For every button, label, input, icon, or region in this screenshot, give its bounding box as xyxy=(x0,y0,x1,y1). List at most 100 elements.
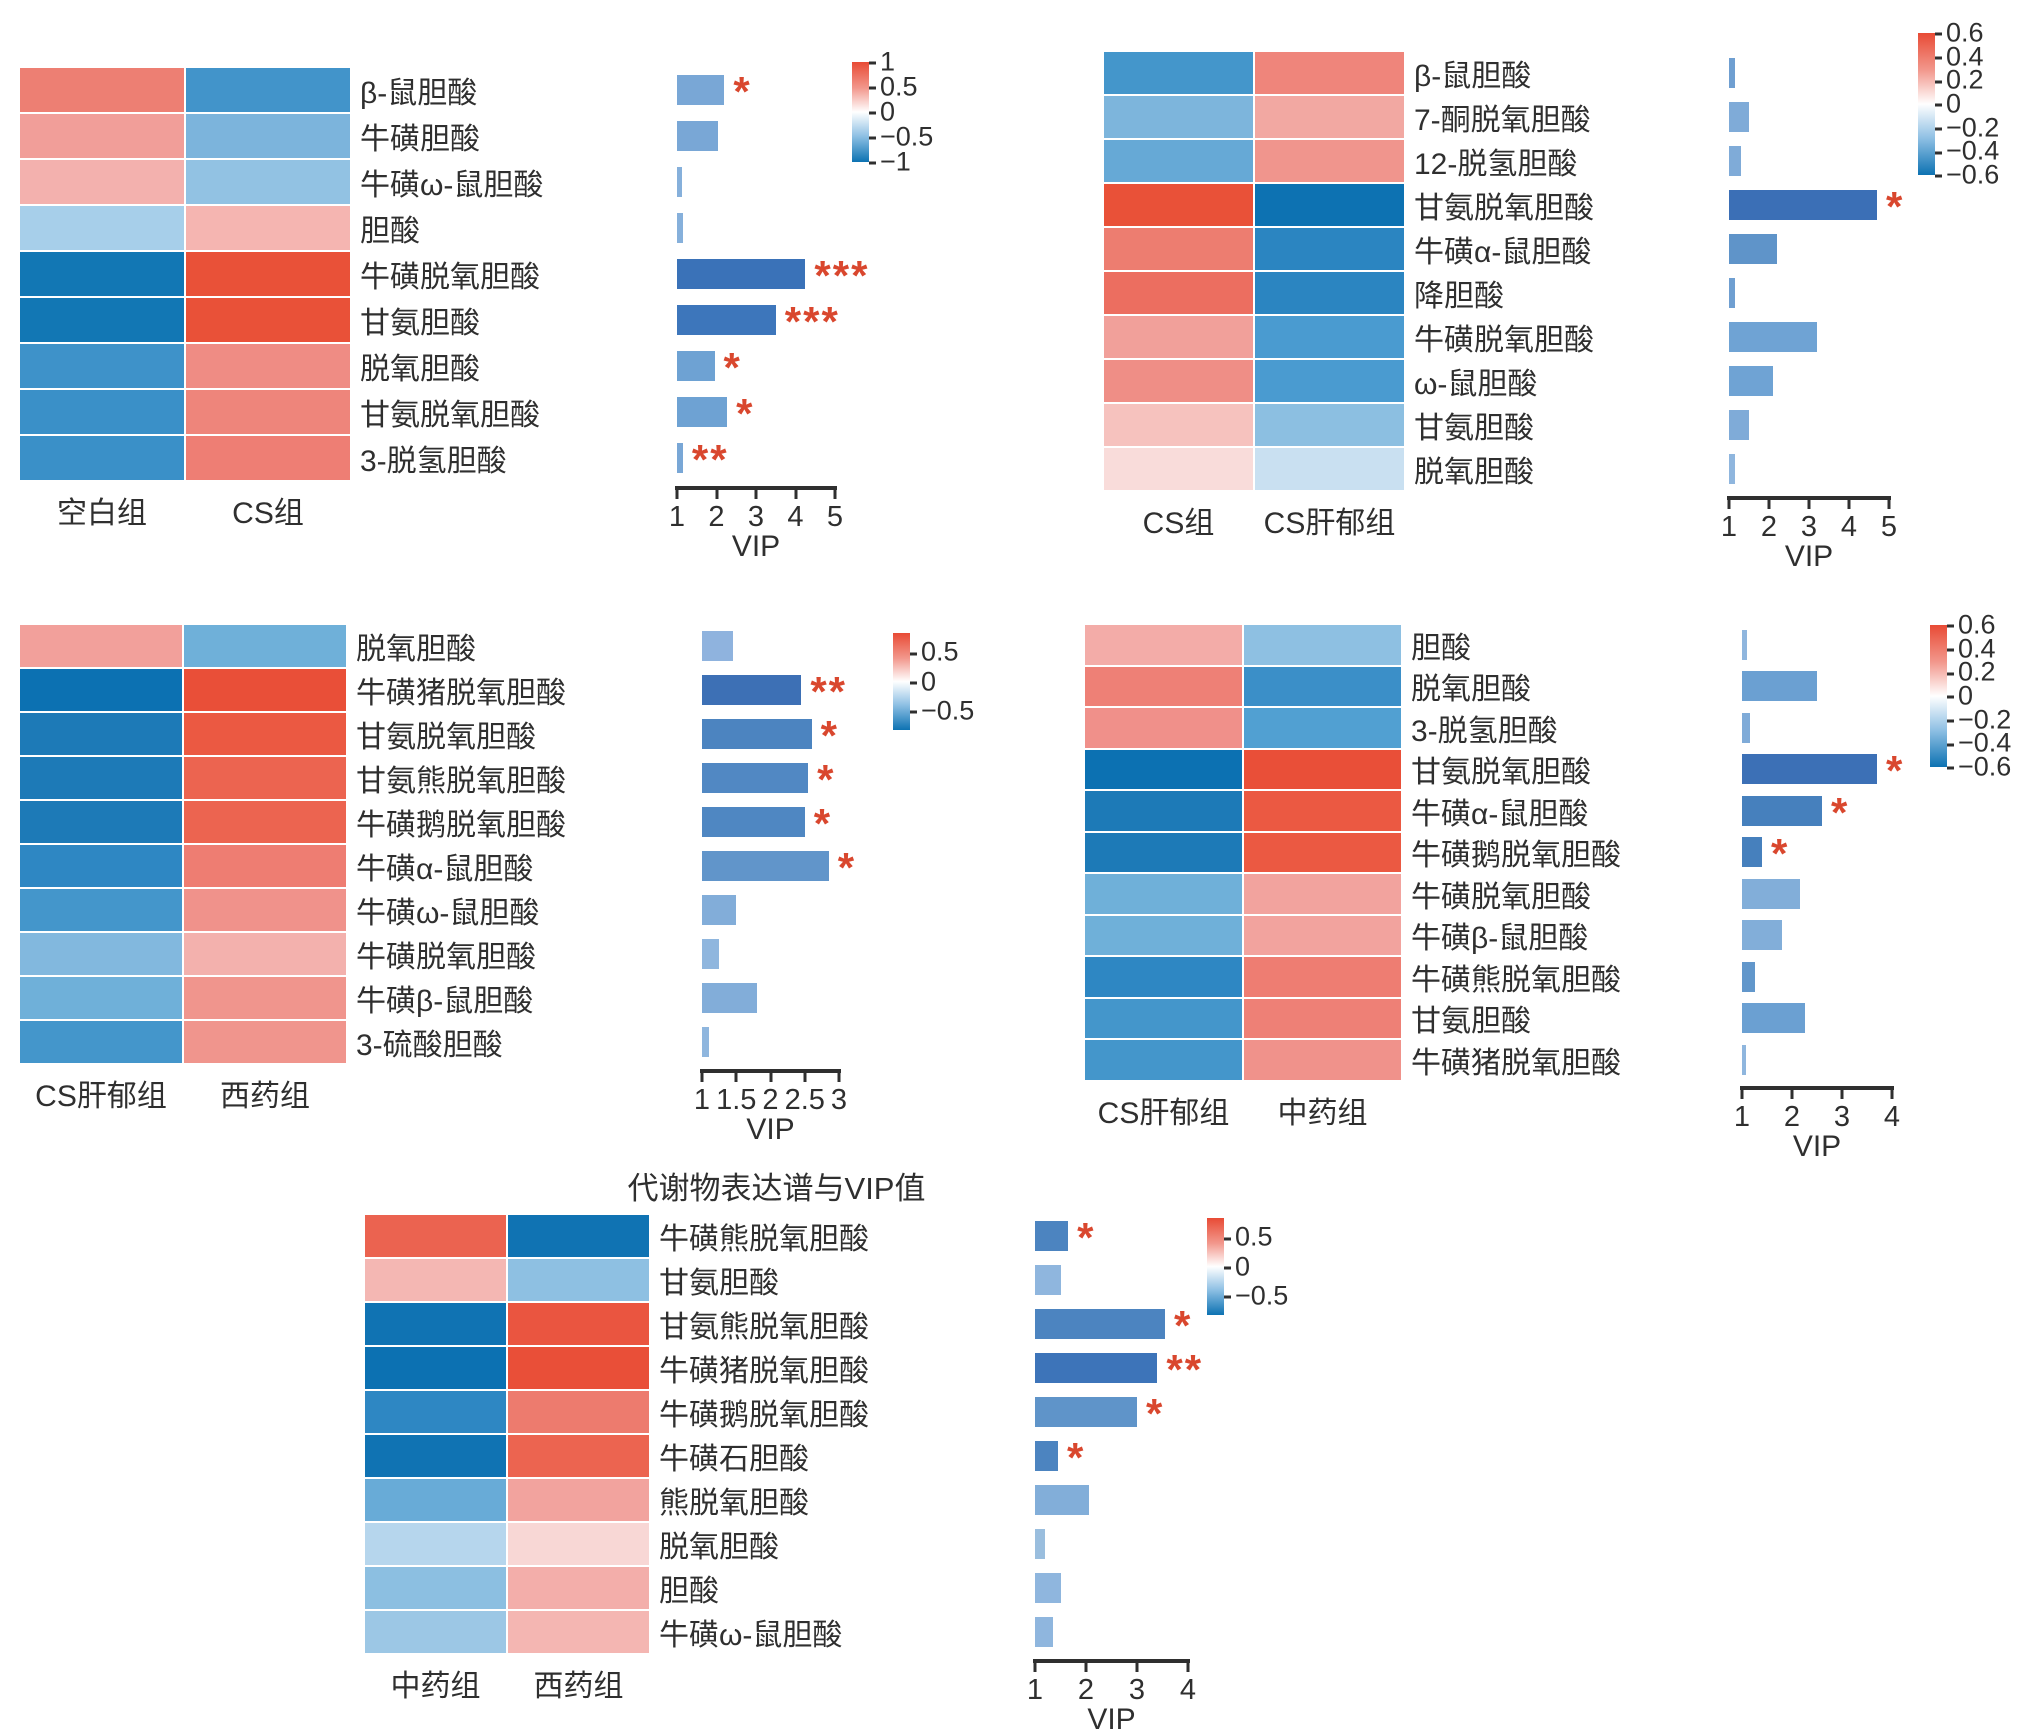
vip-axis-tick-label: 1 xyxy=(668,501,686,533)
heatmap-cell xyxy=(1244,998,1401,1038)
vip-bar xyxy=(677,443,683,473)
vip-axis-tick xyxy=(794,486,797,499)
vip-axis-line xyxy=(1033,1659,1190,1663)
vip-axis-tick-label: 2 xyxy=(708,501,725,533)
heatmap-cell xyxy=(184,977,346,1019)
vip-bar-row: * xyxy=(1035,1215,1203,1259)
vip-axis-tick-label: 2.5 xyxy=(784,1084,825,1116)
heatmap-cell xyxy=(1244,749,1401,789)
significance-stars: * xyxy=(1146,1390,1165,1437)
row-label: 胆酸 xyxy=(360,215,420,248)
row-label: 3-脱氢胆酸 xyxy=(1411,714,1558,748)
heatmap-cell xyxy=(20,1021,182,1063)
heatmap-cell xyxy=(20,160,184,204)
row-label: 甘氨脱氧胆酸 xyxy=(1411,756,1591,790)
heatmap-cell xyxy=(1104,404,1253,446)
vip-axis-tick xyxy=(1033,1659,1037,1672)
heatmap-cell xyxy=(1255,360,1404,402)
heatmap-cell xyxy=(1244,915,1401,955)
heatmap-cell xyxy=(20,252,184,296)
heatmap-cell xyxy=(365,1391,506,1433)
vip-bar-row xyxy=(1729,448,1904,490)
column-labels: CS组 CS肝郁组 xyxy=(1104,498,1404,542)
heatmap-cell xyxy=(365,1567,506,1609)
row-label: 3-脱氢胆酸 xyxy=(360,445,507,478)
colorbar: 1 0.5 0 −0.5 −1 xyxy=(852,47,959,177)
vip-axis-tick-label: 3 xyxy=(1800,511,1818,543)
colorbar-ticks: 0.5 0 −0.5 xyxy=(910,633,1000,730)
heatmap-row xyxy=(1085,957,1401,997)
panel-cs-vs-csganyu: CS组 CS肝郁组 β-鼠胆酸 7-酮脱氧胆酸 12-脱氢胆酸 甘氨脱氧胆酸 牛磺α-鼠胆… xyxy=(1104,18,1999,573)
heatmap-cell xyxy=(1104,316,1253,358)
vip-bar xyxy=(702,631,733,661)
vip-bar-row xyxy=(1035,1523,1203,1565)
heatmap xyxy=(20,68,350,480)
heatmap-cell xyxy=(1255,52,1404,94)
heatmap-cell xyxy=(20,298,184,342)
vip-bar-row xyxy=(1742,1040,1904,1080)
vip-bar xyxy=(1742,1003,1805,1034)
vip-bar xyxy=(1729,146,1741,176)
heatmap-row xyxy=(20,889,346,931)
heatmap-cell xyxy=(20,206,184,250)
heatmap-cell xyxy=(184,625,346,667)
vip-bar-row: * xyxy=(1035,1303,1203,1347)
vip-axis-tick xyxy=(1887,496,1891,509)
vip-bar xyxy=(702,895,737,925)
vip-bar xyxy=(1729,190,1877,220)
vip-axis-tick xyxy=(700,1069,704,1082)
row-label: 牛磺鹅脱氧胆酸 xyxy=(356,809,566,842)
heatmap-cell xyxy=(1244,1040,1401,1080)
heatmap-cell xyxy=(20,344,184,388)
vip-axis-tick xyxy=(675,486,679,499)
vip-bar-row xyxy=(1729,228,1904,270)
heatmap-row xyxy=(365,1479,649,1521)
vip-bar-row xyxy=(1035,1259,1203,1301)
row-labels: 胆酸 脱氧胆酸 3-脱氢胆酸 甘氨脱氧胆酸 牛磺α-鼠胆酸 牛磺鹅脱氧胆酸 牛磺脱氧胆酸 牛磺… xyxy=(1411,625,1742,1080)
significance-stars: * xyxy=(733,68,752,115)
colorbar-tick-label: 0 xyxy=(910,666,936,697)
heatmap-row xyxy=(1085,791,1401,831)
heatmap xyxy=(365,1215,649,1653)
heatmap-cell xyxy=(1104,228,1253,270)
heatmap-row xyxy=(1085,915,1401,955)
vip-bars: * * * xyxy=(1742,625,1904,1080)
vip-axis-tick xyxy=(837,1069,841,1082)
heatmap-cell xyxy=(1085,749,1242,789)
significance-stars: * xyxy=(813,800,833,847)
heatmap-row xyxy=(1104,228,1404,270)
vip-axis-tick xyxy=(1135,1659,1139,1672)
vip-bar-row xyxy=(1035,1479,1203,1521)
vip-bar-row xyxy=(702,889,856,931)
vip-bar-row xyxy=(1742,625,1904,665)
vip-bar xyxy=(1035,1353,1158,1383)
heatmap-row xyxy=(20,390,350,434)
heatmap-row xyxy=(20,801,346,843)
heatmap-cell xyxy=(184,713,346,755)
vip-bar xyxy=(1729,278,1735,308)
significance-stars: * xyxy=(1066,1434,1086,1481)
heatmap-cell xyxy=(508,1567,649,1609)
significance-stars: * xyxy=(1771,830,1790,878)
row-label: 牛磺α-鼠胆酸 xyxy=(1411,797,1589,831)
heatmap-cell xyxy=(1085,666,1242,706)
heatmap-cell xyxy=(508,1611,649,1653)
vip-bar-row: * xyxy=(1742,830,1904,878)
vip-bar-row xyxy=(1729,360,1904,402)
heatmap-cell xyxy=(365,1347,506,1389)
vip-bar-row xyxy=(702,977,856,1019)
vip-bar-row xyxy=(677,206,869,250)
significance-stars: * xyxy=(1886,747,1905,795)
significance-stars: * xyxy=(723,344,742,391)
heatmap-cell xyxy=(508,1391,649,1433)
heatmap-cell xyxy=(508,1523,649,1565)
heatmap-row xyxy=(1085,874,1401,914)
heatmap-cell xyxy=(184,669,346,711)
colorbar-ticks: 1 0.5 0 −0.5 −1 xyxy=(869,47,959,177)
heatmap-cell xyxy=(365,1611,506,1653)
vip-bar xyxy=(1035,1441,1058,1471)
column-label: CS组 xyxy=(1142,507,1215,540)
vip-axis-title: VIP xyxy=(1784,540,1834,573)
column-label: 西药组 xyxy=(220,1080,310,1113)
